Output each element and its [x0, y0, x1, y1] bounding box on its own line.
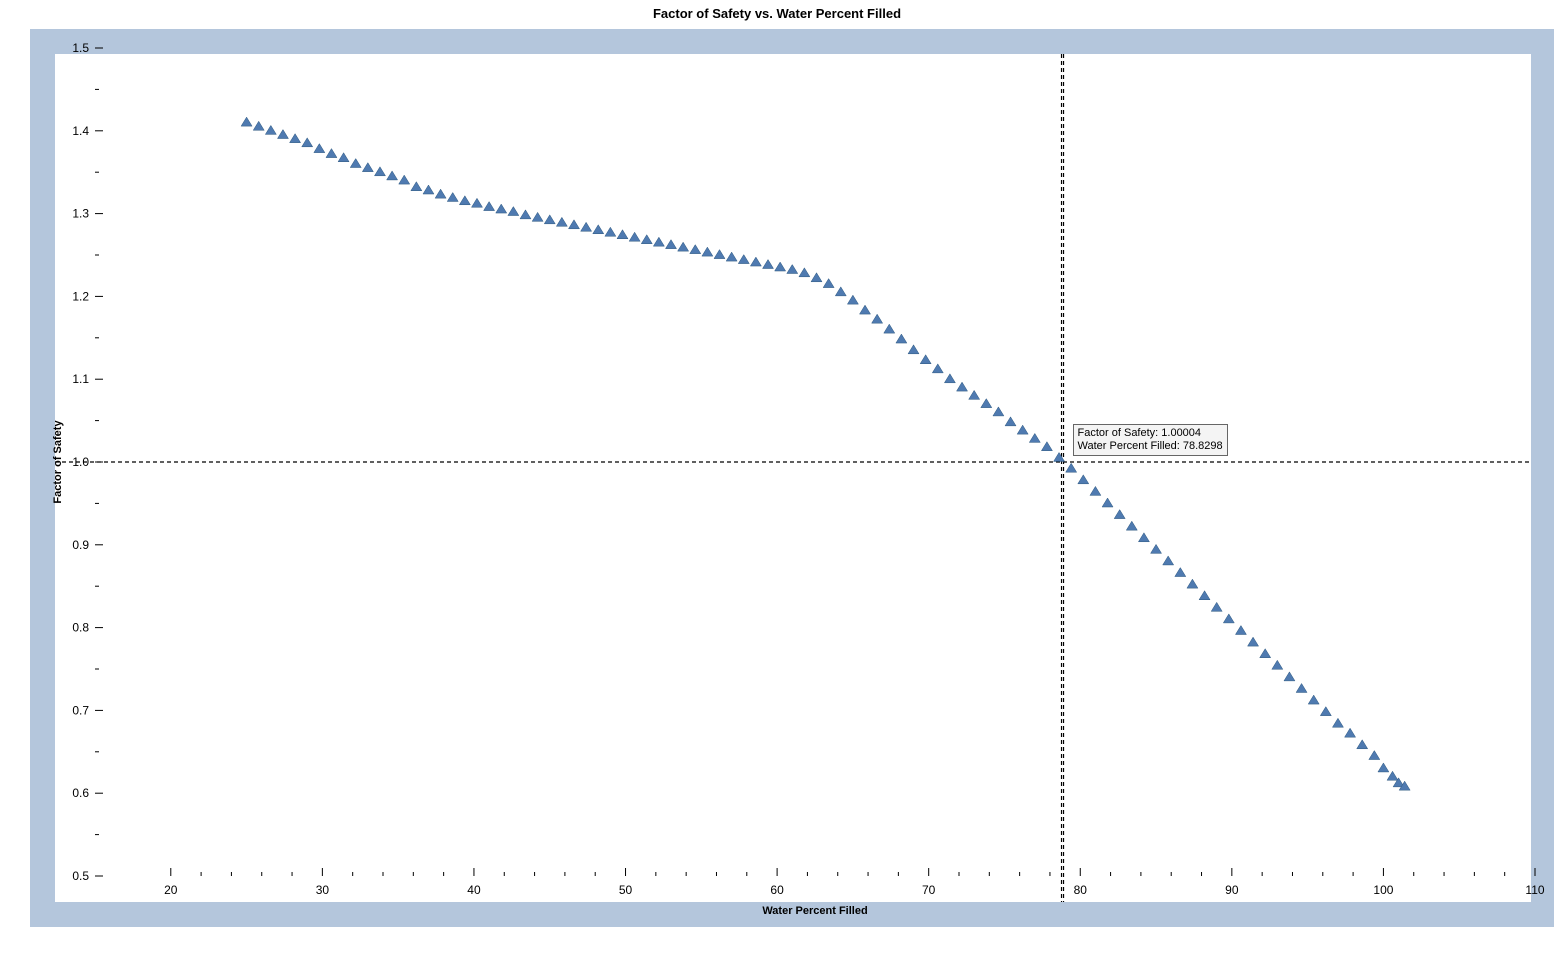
x-tick-label: 20: [164, 883, 178, 897]
x-tick-label: 100: [1373, 883, 1393, 897]
x-tick-label: 40: [467, 883, 481, 897]
y-tick-label: 1.4: [72, 124, 89, 138]
x-tick-label: 50: [619, 883, 633, 897]
plot-background: [55, 54, 1531, 902]
x-axis-label: Water Percent Filled: [762, 905, 867, 917]
chart-title: Factor of Safety vs. Water Percent Fille…: [0, 0, 1554, 29]
y-tick-label: 0.7: [72, 703, 89, 717]
x-tick-label: 70: [922, 883, 936, 897]
y-tick-label: 1.5: [72, 41, 89, 55]
tooltip-line: Factor of Safety: 1.00004: [1078, 427, 1223, 440]
y-tick-label: 1.3: [72, 207, 89, 221]
crosshair-tooltip: Factor of Safety: 1.00004Water Percent F…: [1073, 424, 1228, 456]
x-tick-label: 90: [1225, 883, 1239, 897]
x-tick-label: 80: [1074, 883, 1088, 897]
x-tick-label: 60: [770, 883, 784, 897]
y-tick-label: 0.6: [72, 786, 89, 800]
chart-frame: 20 30 40 50 60 70 80 90 100 110 Water Percent Fill…: [30, 29, 1554, 927]
x-tick-label: 30: [316, 883, 330, 897]
chart-svg: 20 30 40 50 60 70 80 90 100 110 Water Percent Fill…: [31, 30, 1554, 926]
tooltip-line: Water Percent Filled: 78.8298: [1078, 440, 1223, 453]
y-tick-label: 1.2: [72, 289, 89, 303]
x-tick-label: 110: [1525, 883, 1544, 897]
y-tick-label: 0.5: [72, 869, 89, 883]
y-tick-label: 1.1: [72, 372, 89, 386]
y-tick-label: 0.9: [72, 538, 89, 552]
y-tick-label: 0.8: [72, 621, 89, 635]
